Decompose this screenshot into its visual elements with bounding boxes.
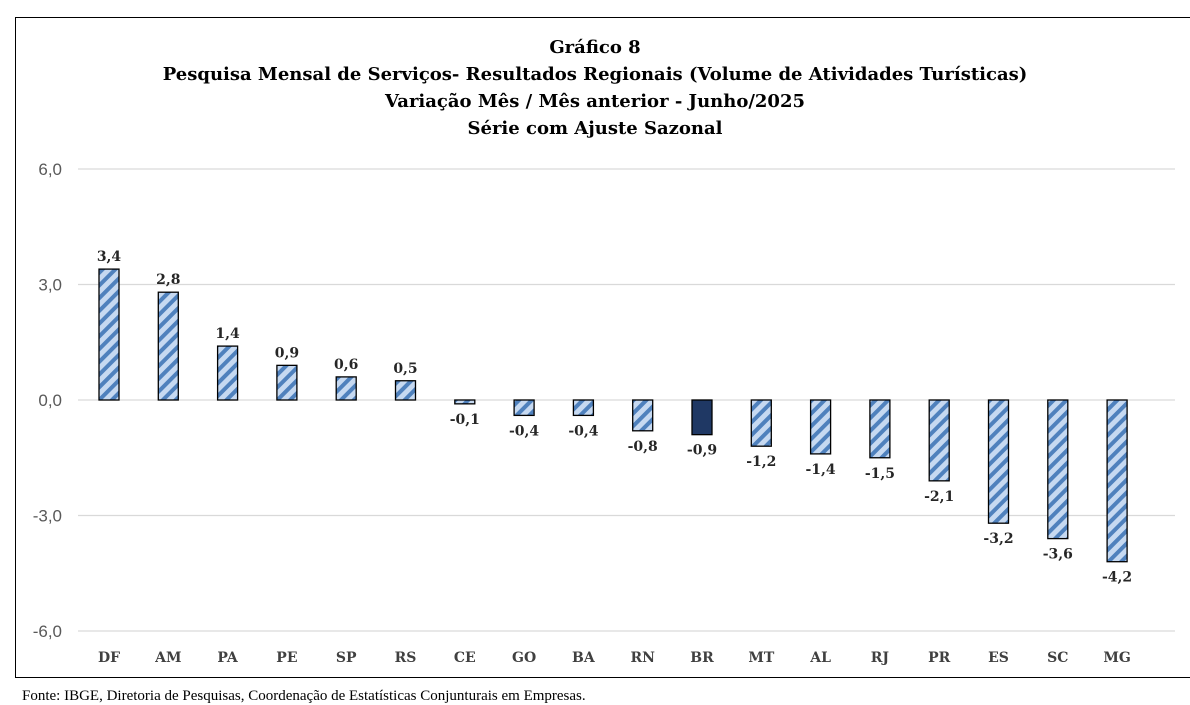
data-label: -0,9 xyxy=(687,443,717,459)
bar-br xyxy=(691,399,713,436)
data-label: -0,1 xyxy=(450,412,480,428)
data-label: -1,2 xyxy=(746,454,776,470)
x-tick-label: MG xyxy=(1103,650,1130,666)
bar-go xyxy=(513,399,535,417)
data-label: -4,2 xyxy=(1102,570,1132,586)
data-label: 2,8 xyxy=(156,272,180,288)
x-tick-label: AM xyxy=(154,650,181,666)
x-tick-label: DF xyxy=(98,650,120,666)
y-tick-label: 6,0 xyxy=(38,160,62,179)
x-tick-label: PA xyxy=(217,650,239,666)
bar-rn xyxy=(632,399,654,432)
data-label: -0,4 xyxy=(509,423,539,439)
bar-ce xyxy=(454,399,476,405)
bar-rj xyxy=(869,399,891,459)
bar-rs xyxy=(394,380,417,401)
data-label: 0,5 xyxy=(393,361,417,377)
y-tick-label: -6,0 xyxy=(33,622,62,641)
data-label: 1,4 xyxy=(215,326,240,342)
data-label: 0,6 xyxy=(334,357,358,373)
bar-df xyxy=(98,268,120,401)
y-tick-label: 0,0 xyxy=(38,391,62,410)
x-tick-label: AL xyxy=(809,650,831,666)
bar-mg xyxy=(1106,399,1128,563)
bar-sc xyxy=(1047,399,1069,540)
data-label: 0,9 xyxy=(275,345,299,361)
y-tick-label: -3,0 xyxy=(33,507,62,526)
x-tick-label: RS xyxy=(395,650,417,666)
x-tick-label: ES xyxy=(988,650,1009,666)
x-tick-label: SP xyxy=(336,650,357,666)
x-tick-label: PE xyxy=(276,650,297,666)
data-label: -3,2 xyxy=(983,531,1013,547)
x-tick-label: CE xyxy=(454,650,476,666)
chart-title-line-1: Gráfico 8 xyxy=(549,37,641,58)
x-tick-label: BA xyxy=(572,650,596,666)
data-label: -1,5 xyxy=(865,466,895,482)
bar-pa xyxy=(216,345,239,401)
data-label: 3,4 xyxy=(97,249,122,265)
source-footnote: Fonte: IBGE, Diretoria de Pesquisas, Coo… xyxy=(22,688,586,704)
x-tick-label: RN xyxy=(630,650,655,666)
chart-frame xyxy=(15,17,1190,678)
bar-am xyxy=(157,291,179,401)
chart-title-line-3: Variação Mês / Mês anterior - Junho/2025 xyxy=(384,91,806,112)
chart-title-line-2: Pesquisa Mensal de Serviços- Resultados … xyxy=(162,64,1028,85)
data-label: -0,4 xyxy=(568,423,598,439)
bar-mt xyxy=(750,399,772,447)
chart-title-line-4: Série com Ajuste Sazonal xyxy=(467,118,723,139)
x-tick-label: SC xyxy=(1047,650,1068,666)
bar-pr xyxy=(928,399,950,482)
bar-sp xyxy=(335,376,357,401)
bar-es xyxy=(987,399,1010,524)
x-tick-label: BR xyxy=(690,650,714,666)
x-tick-label: RJ xyxy=(871,650,890,666)
data-label: -2,1 xyxy=(924,489,954,505)
bar-pe xyxy=(276,364,298,401)
data-label: -3,6 xyxy=(1043,547,1073,563)
x-tick-label: MT xyxy=(748,650,774,666)
bar-ba xyxy=(572,399,595,417)
y-tick-label: 3,0 xyxy=(38,276,62,295)
x-tick-label: GO xyxy=(512,650,536,666)
data-label: -1,4 xyxy=(806,462,836,478)
x-tick-label: PR xyxy=(928,650,951,666)
bar-al xyxy=(809,399,832,455)
data-label: -0,8 xyxy=(628,439,658,455)
